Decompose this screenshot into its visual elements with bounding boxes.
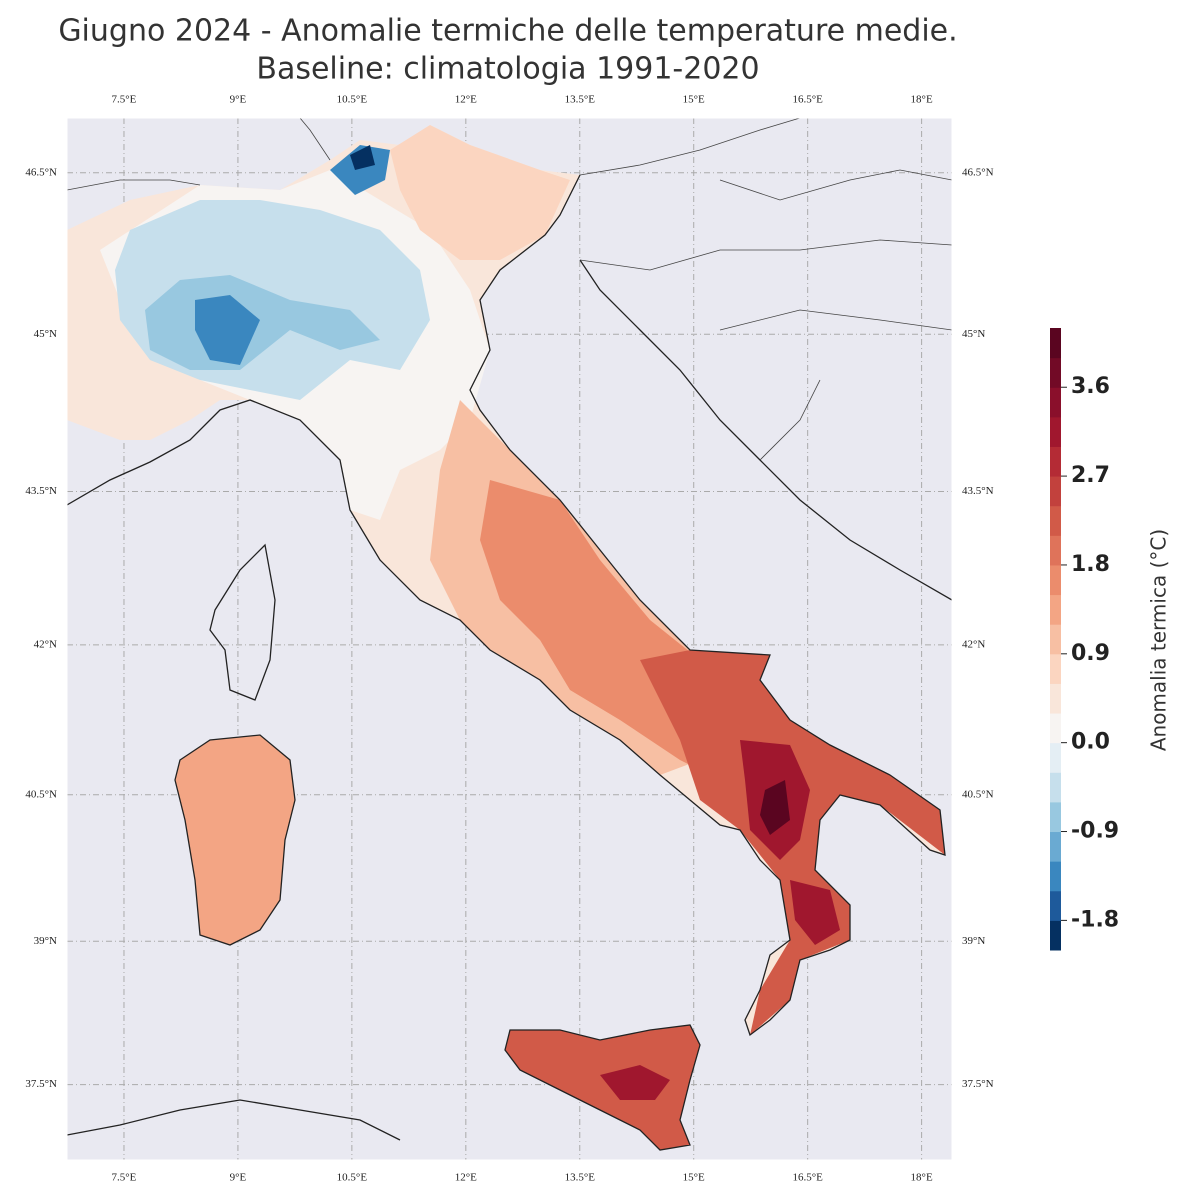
colorbar-tick-label: -0.9 [1071,819,1119,844]
colorbar-segment [1050,742,1061,773]
y-tick-label: 40.5°N [25,788,57,800]
colorbar-tick-label: 0.0 [1071,730,1110,755]
y-tick-label: 42°N [962,638,985,650]
colorbar-segment [1050,357,1061,388]
colorbar-segment [1050,505,1061,536]
colorbar-tick-label: -1.8 [1071,907,1119,932]
colorbar-segment [1050,416,1061,447]
colorbar-segment [1050,772,1061,803]
y-tick-label: 46.5°N [962,166,994,178]
y-tick-label: 45°N [34,328,57,340]
y-tick-label: 42°N [34,638,57,650]
anomaly-field [505,1025,700,1150]
x-tick-label: 7.5°E [112,1172,137,1184]
coastline [579,259,952,601]
y-tick-label: 46.5°N [25,166,57,178]
colorbar-segment [1050,890,1061,921]
anomaly-field [330,145,390,195]
y-tick-label: 45°N [962,328,985,340]
x-tick-label: 9°E [230,94,247,106]
map [67,118,952,1160]
x-tick-label: 15°E [683,94,705,106]
x-tick-label: 13.5°E [565,1172,596,1184]
anomaly-field [760,780,790,835]
colorbar-segment [1050,683,1061,714]
colorbar-segment [1050,535,1061,566]
coastline [67,174,946,1037]
subtitle: Baseline: climatologia 1991-2020 [256,52,759,87]
x-tick-label: 12°E [455,1172,477,1184]
coastline [504,1024,701,1151]
coastline [174,734,296,946]
y-tick-label: 40.5°N [962,788,994,800]
colorbar-tick-label: 0.9 [1071,641,1110,666]
colorbar-segment [1050,387,1061,418]
colorbar-segment [1050,446,1061,477]
colorbar-segment [1050,831,1061,862]
border [67,118,952,461]
x-tick-label: 18°E [911,94,933,106]
x-tick-label: 15°E [683,1172,705,1184]
colorbar: -1.8 -0.9 0.0 0.9 1.8 2.7 3.6 [1050,328,1119,951]
colorbar-segment [1050,594,1061,625]
x-tick-label: 16.5°E [792,1172,823,1184]
y-tick-label: 43.5°N [962,485,994,497]
anomaly-field [195,295,260,365]
x-tick-label: 12°E [455,94,477,106]
anomaly-field [175,735,295,945]
x-tick-label: 10.5°E [337,1172,368,1184]
anomaly-field [390,125,570,260]
coastline [209,543,276,701]
colorbar-segment [1050,624,1061,655]
x-tick-label: 10.5°E [337,94,368,106]
colorbar-tick-label: 3.6 [1071,374,1110,399]
coastline [67,1099,401,1141]
colorbar-segment [1050,653,1061,684]
y-tick-label: 37.5°N [962,1078,994,1090]
colorbar-segment [1050,476,1061,507]
colorbar-tick-label: 1.8 [1071,552,1110,577]
y-tick-label: 39°N [34,935,57,947]
x-tick-label: 7.5°E [112,94,137,106]
colorbar-segment [1050,801,1061,833]
y-tick-label: 39°N [962,935,985,947]
y-tick-label: 37.5°N [25,1078,57,1090]
colorbar-segment [1050,861,1061,892]
colorbar-segment [1050,920,1061,951]
colorbar-segment [1050,713,1061,744]
anomaly-field [350,145,375,170]
colorbar-tick-label: 2.7 [1071,463,1110,488]
title: Giugno 2024 - Anomalie termiche delle te… [58,14,957,49]
colorbar-segment [1050,328,1061,359]
map-frame [66,117,953,1161]
colorbar-label: Anomalia termica (°C) [1147,529,1171,751]
x-tick-label: 13.5°E [565,94,596,106]
x-tick-label: 16.5°E [792,94,823,106]
x-tick-label: 18°E [911,1172,933,1184]
anomaly-field [600,1065,670,1100]
x-tick-label: 9°E [230,1172,247,1184]
y-tick-label: 43.5°N [25,485,57,497]
colorbar-segment [1050,564,1061,596]
